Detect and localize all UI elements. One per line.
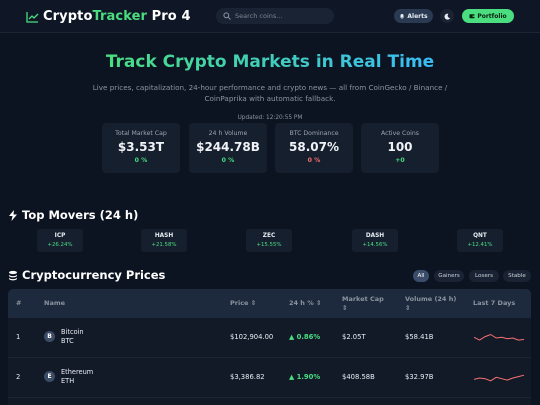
top-movers-heading: Top Movers (24 h) — [8, 208, 138, 222]
stat-label: Active Coins — [380, 130, 420, 137]
coin-name: Bitcoin BTC — [61, 328, 84, 345]
sparkline-chart — [473, 374, 525, 382]
moon-icon — [444, 13, 450, 20]
search-icon — [223, 12, 231, 20]
mover-change: +12.41% — [467, 242, 493, 248]
stat-value: 58.07% — [289, 140, 339, 154]
column-volume[interactable]: Volume (24 h) ⇕ — [405, 295, 457, 312]
coin-market-cap: $408.58B — [342, 373, 375, 381]
coin-fullname: Ethereum — [61, 368, 94, 376]
hero-subtitle: Live prices, capitalization, 24-hour per… — [92, 83, 448, 103]
prices-title: Cryptocurrency Prices — [22, 268, 166, 282]
mover-change: +15.55% — [256, 242, 282, 248]
stat-change: 0 % — [134, 157, 148, 164]
theme-toggle-button[interactable] — [440, 9, 454, 23]
coin-name: Ethereum ETH — [61, 368, 93, 385]
portfolio-label: Portfolio — [477, 12, 507, 20]
alerts-button[interactable]: Alerts — [394, 9, 433, 23]
mover-change: +14.56% — [362, 242, 388, 248]
filter-gainers[interactable]: Gainers — [434, 270, 464, 282]
column-last-7-days: Last 7 Days — [473, 299, 516, 307]
column-rank: # — [16, 299, 22, 307]
mover-symbol: QNT — [473, 233, 487, 239]
prices-heading: Cryptocurrency Prices — [8, 268, 165, 282]
portfolio-button[interactable]: Portfolio — [462, 9, 514, 23]
mover-symbol: ZEC — [262, 233, 276, 239]
filter-losers[interactable]: Losers — [469, 270, 499, 282]
chart-line-icon — [26, 11, 39, 23]
lightning-icon — [9, 209, 17, 221]
mover-card-zec[interactable]: ZEC +15.55% — [246, 229, 292, 252]
search-box[interactable] — [216, 8, 334, 24]
coin-change: ▲ 0.86% — [289, 333, 321, 341]
table-row-bitcoin[interactable]: 1 B Bitcoin BTC $102,904.00 ▲ 0.86% $2.0… — [8, 318, 531, 358]
stat-value: $244.78B — [196, 140, 260, 154]
brand-logo[interactable]: CryptoTracker Pro 4 — [26, 9, 191, 24]
coins-stack-icon — [9, 270, 17, 280]
brand-name: CryptoTracker Pro 4 — [43, 9, 191, 24]
coin-price: $102,904.00 — [230, 333, 274, 341]
coin-symbol: BTC — [61, 336, 74, 345]
coin-change: ▲ 1.90% — [289, 373, 321, 381]
mover-change: +26.24% — [47, 242, 73, 248]
column-market-cap[interactable]: Market Cap ⇕ — [342, 295, 384, 312]
coin-market-cap: $2.05T — [342, 333, 366, 341]
filter-all[interactable]: All — [413, 270, 429, 282]
coin-symbol: ETH — [61, 376, 75, 385]
stat-card-btc-dominance: BTC Dominance 58.07% 0 % — [275, 123, 353, 173]
alerts-label: Alerts — [407, 12, 428, 20]
updated-timestamp: Updated: 12:20:55 PM — [237, 115, 303, 121]
bell-icon — [400, 14, 405, 19]
stat-value: 100 — [387, 140, 413, 154]
stat-change: 0 % — [221, 157, 235, 164]
stat-label: 24 h Volume — [208, 130, 248, 137]
top-movers-title: Top Movers (24 h) — [22, 208, 139, 222]
mover-card-dash[interactable]: DASH +14.56% — [352, 229, 398, 252]
mover-symbol: ICP — [54, 233, 66, 239]
column-price[interactable]: Price ⇕ — [230, 299, 257, 307]
column-change[interactable]: 24 h % ⇕ — [289, 299, 322, 307]
stat-card-volume: 24 h Volume $244.78B 0 % — [189, 123, 267, 173]
search-input[interactable] — [235, 12, 325, 20]
mover-card-qnt[interactable]: QNT +12.41% — [457, 229, 503, 252]
coin-logo: B — [44, 331, 55, 342]
mover-card-hash[interactable]: HASH +21.58% — [141, 229, 187, 252]
mover-card-icp[interactable]: ICP +26.24% — [37, 229, 83, 252]
stat-card-market-cap: Total Market Cap $3.53T 0 % — [102, 123, 180, 173]
coin-logo: E — [44, 371, 55, 382]
top-navbar: CryptoTracker Pro 4 Alerts Portfolio — [0, 0, 540, 33]
coin-fullname: Bitcoin — [61, 328, 84, 336]
stat-change: 0 % — [307, 157, 321, 164]
stat-label: Total Market Cap — [115, 130, 167, 137]
stat-change: +0 — [395, 157, 405, 164]
mover-change: +21.58% — [151, 242, 177, 248]
row-rank: 2 — [16, 373, 21, 381]
coin-price: $3,386.82 — [230, 373, 265, 381]
stat-value: $3.53T — [117, 140, 165, 154]
sparkline-line — [473, 374, 525, 382]
sparkline-line — [473, 333, 525, 341]
coin-volume: $58.41B — [405, 333, 434, 341]
mover-symbol: HASH — [154, 233, 174, 239]
stat-card-active-coins: Active Coins 100 +0 — [361, 123, 439, 173]
prices-table: # Name Price ⇕ 24 h % ⇕ Market Cap ⇕ Vol… — [8, 289, 531, 405]
table-header: # Name Price ⇕ 24 h % ⇕ Market Cap ⇕ Vol… — [8, 289, 531, 318]
column-name[interactable]: Name — [44, 299, 66, 307]
table-row-ethereum[interactable]: 2 E Ethereum ETH $3,386.82 ▲ 1.90% $408.… — [8, 358, 531, 398]
row-rank: 1 — [16, 333, 21, 341]
filter-stable[interactable]: Stable — [503, 270, 531, 282]
wallet-icon — [469, 14, 475, 19]
stat-label: BTC Dominance — [289, 130, 339, 137]
sparkline-chart — [473, 333, 525, 341]
mover-symbol: DASH — [365, 233, 385, 239]
hero-title: Track Crypto Markets in Real Time — [105, 52, 435, 72]
coin-volume: $32.97B — [405, 373, 434, 381]
